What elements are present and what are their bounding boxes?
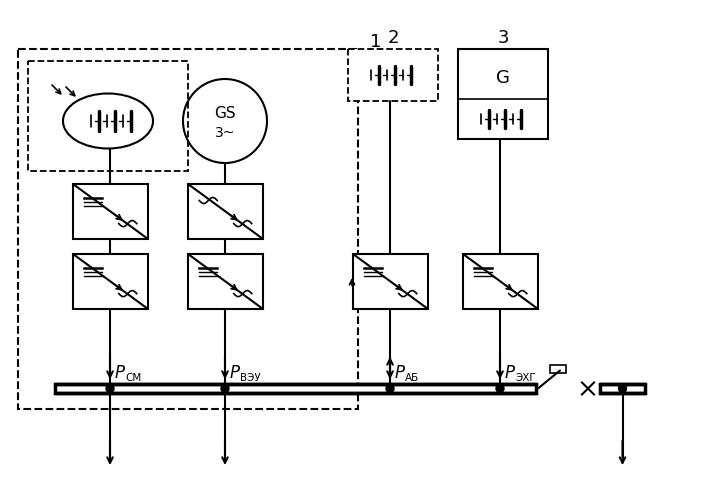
Bar [28,62,188,172]
Circle shape [496,385,504,393]
Bar [18,50,358,409]
Bar [463,254,538,309]
Circle shape [221,385,229,393]
Text: АБ: АБ [405,372,419,382]
Ellipse shape [63,94,153,149]
Bar [188,254,263,309]
Text: ВЭУ: ВЭУ [240,372,261,382]
Text: 1: 1 [370,33,382,51]
Circle shape [386,385,394,393]
Text: 2: 2 [387,29,399,47]
Text: $\mathit{P}$: $\mathit{P}$ [504,363,516,381]
Text: 3: 3 [497,29,509,47]
Text: СМ: СМ [125,372,142,382]
Text: 3~: 3~ [215,126,235,140]
Text: $\mathit{P}$: $\mathit{P}$ [394,363,406,381]
Circle shape [619,385,627,393]
Bar [188,184,263,240]
Bar [458,50,548,140]
Text: $\mathit{P}$: $\mathit{P}$ [229,363,241,381]
Bar [348,50,438,102]
Text: $\mathit{P}$: $\mathit{P}$ [114,363,126,381]
Bar [353,254,428,309]
Text: G: G [496,69,510,87]
Bar [73,254,148,309]
Bar [73,184,148,240]
Bar [550,365,566,373]
Bar [55,384,536,393]
Text: GS: GS [214,106,236,121]
Text: ЭХГ: ЭХГ [515,372,536,382]
Bar [600,384,645,393]
Circle shape [106,385,114,393]
